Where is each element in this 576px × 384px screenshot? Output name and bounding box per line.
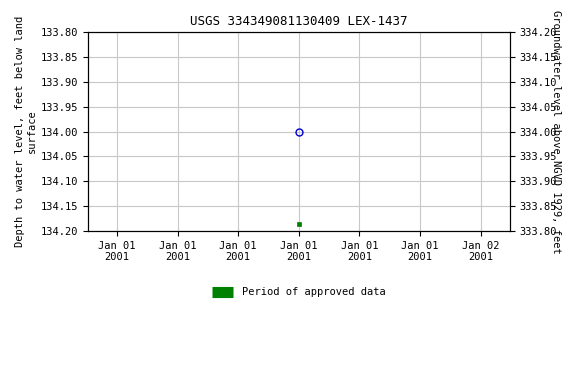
Title: USGS 334349081130409 LEX-1437: USGS 334349081130409 LEX-1437 <box>190 15 408 28</box>
Legend: Period of approved data: Period of approved data <box>208 283 389 301</box>
Y-axis label: Groundwater level above NGVD 1929, feet: Groundwater level above NGVD 1929, feet <box>551 10 561 253</box>
Y-axis label: Depth to water level, feet below land
surface: Depth to water level, feet below land su… <box>15 16 37 247</box>
